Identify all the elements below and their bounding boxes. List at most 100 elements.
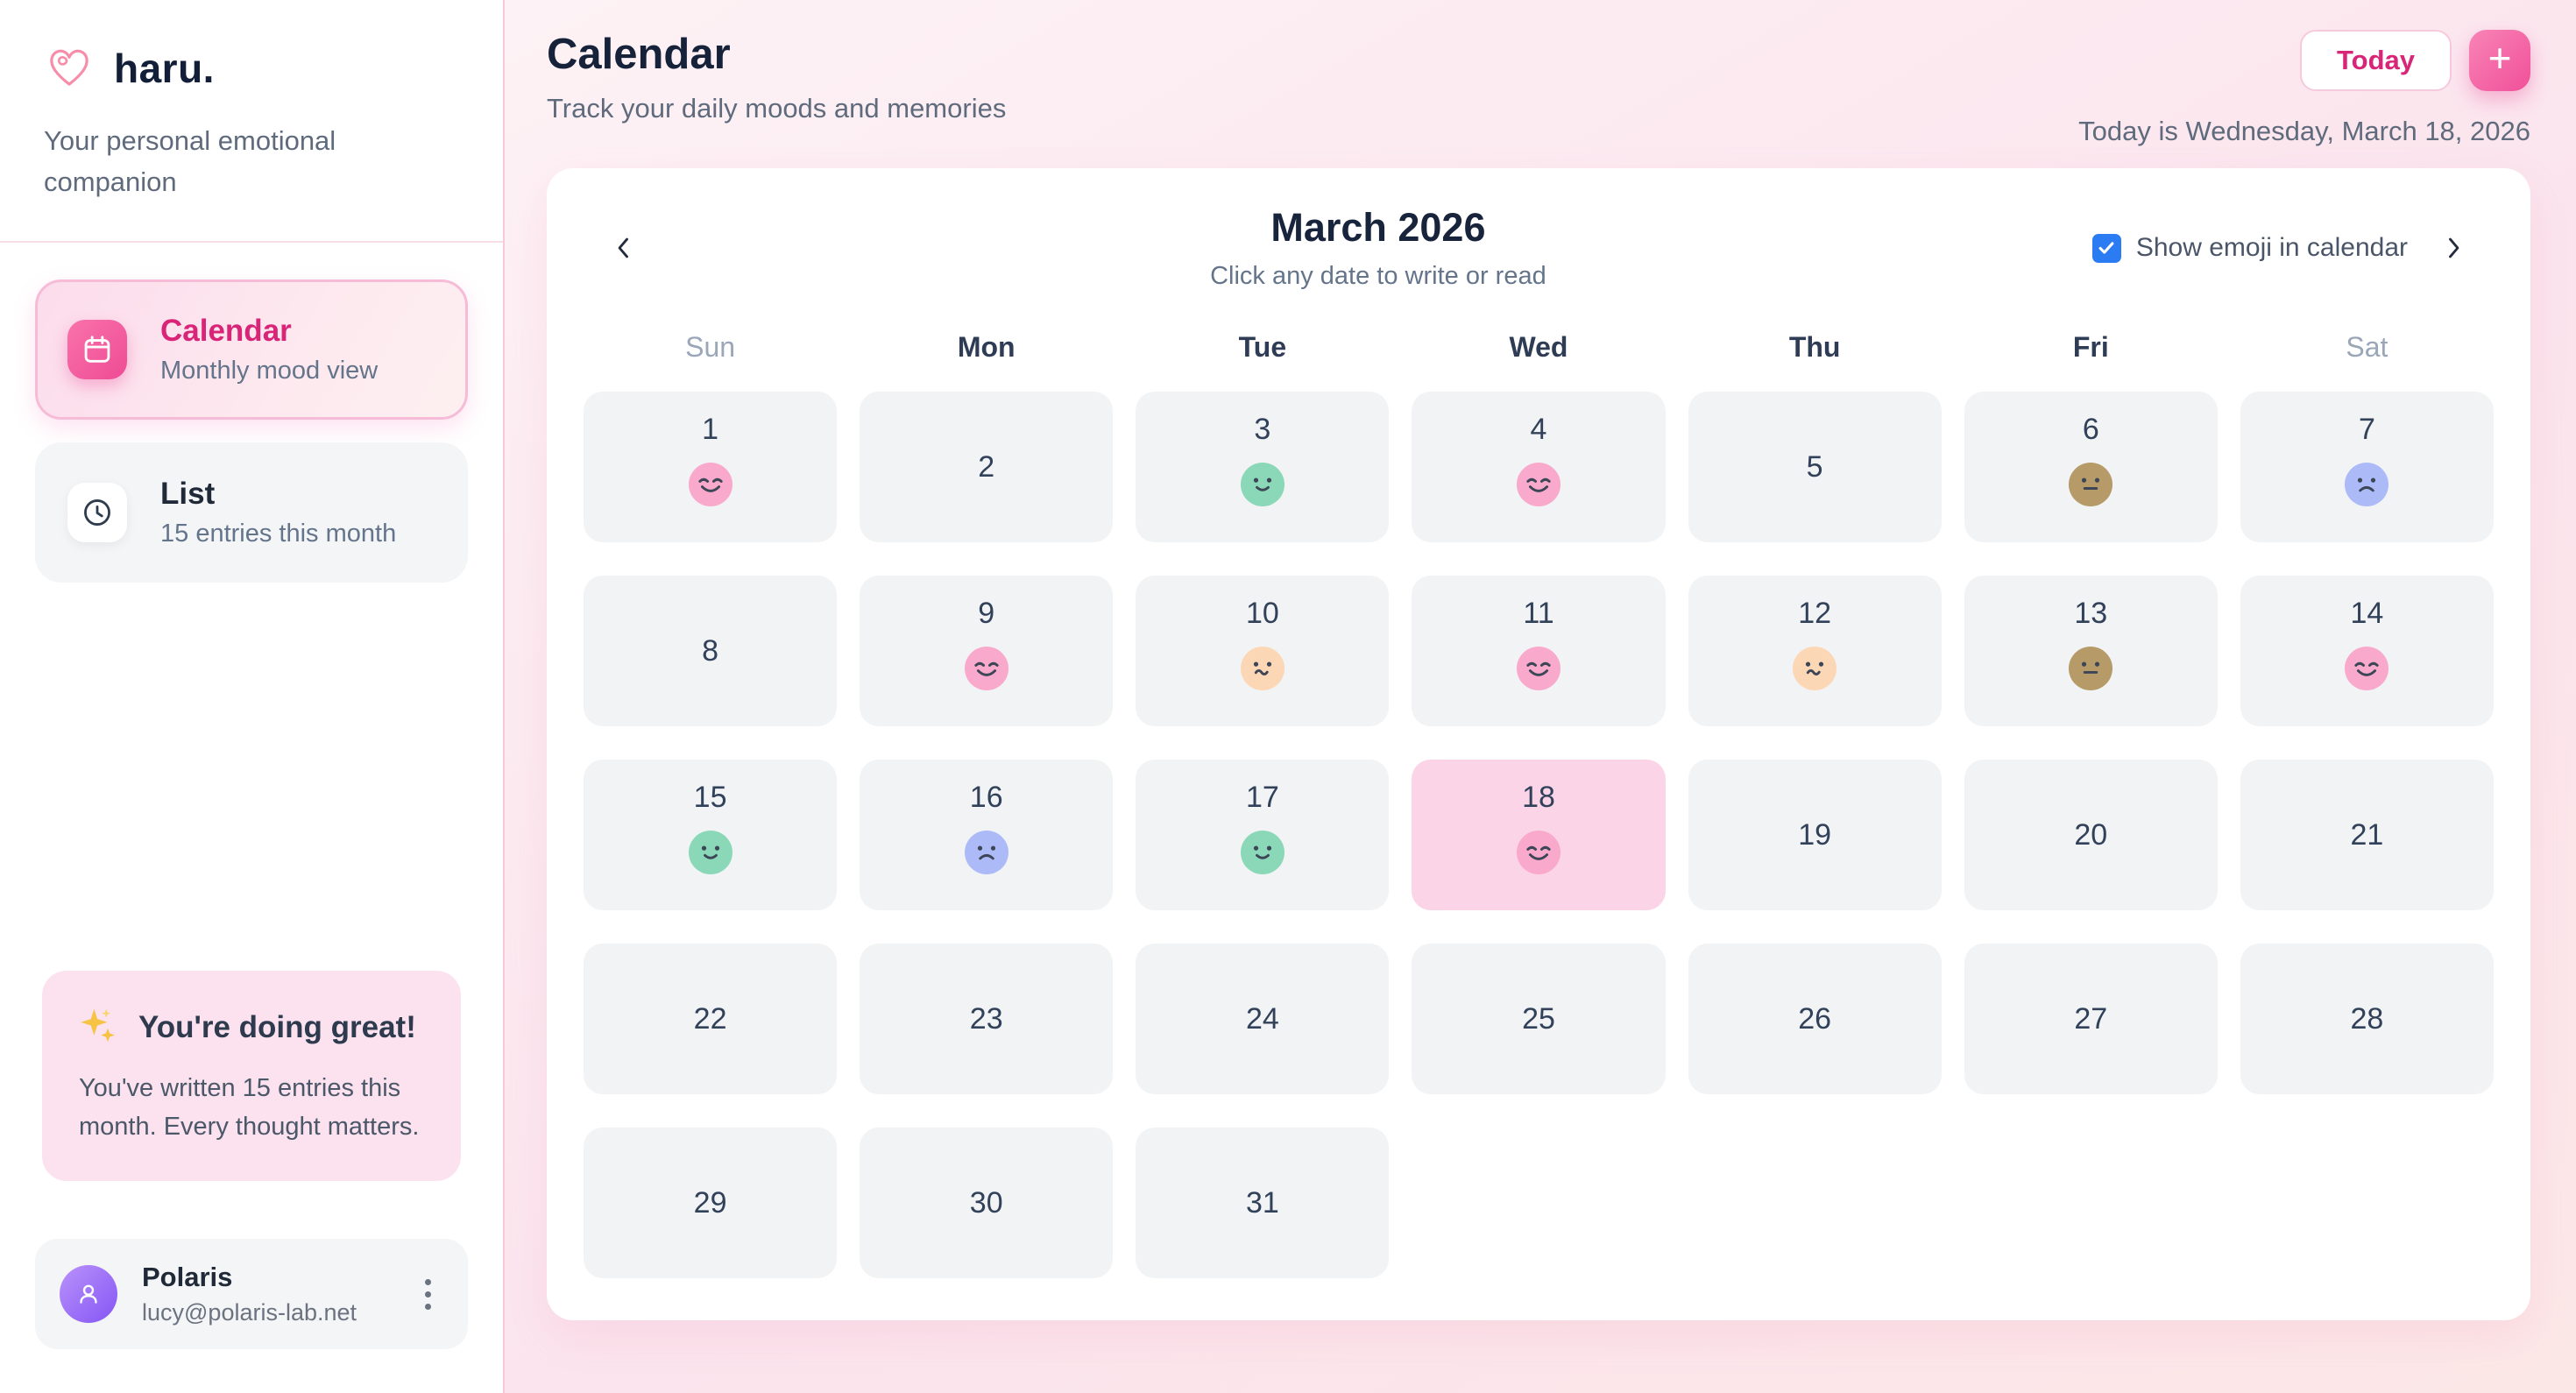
calendar-day-cell[interactable]: 1 bbox=[584, 392, 838, 542]
calendar-day-cell[interactable]: 16 bbox=[860, 760, 1114, 910]
calendar-day-cell[interactable]: 13 bbox=[1964, 576, 2218, 726]
profile-menu-button[interactable] bbox=[418, 1272, 438, 1317]
calendar-day-cell[interactable]: 30 bbox=[860, 1128, 1114, 1278]
calendar-day-cell[interactable]: 22 bbox=[584, 944, 838, 1094]
avatar bbox=[60, 1265, 117, 1323]
calendar-day-cell[interactable]: 9 bbox=[860, 576, 1114, 726]
mood-emoji-relaxed bbox=[688, 463, 732, 506]
calendar-day-cell[interactable]: 19 bbox=[1688, 760, 1942, 910]
day-number: 7 bbox=[2358, 413, 2375, 446]
app-tagline: Your personal emotional companion bbox=[44, 125, 336, 198]
day-number: 27 bbox=[2074, 1001, 2108, 1036]
user-profile[interactable]: Polaris lucy@polaris-lab.net bbox=[35, 1239, 468, 1349]
day-number: 31 bbox=[1245, 1185, 1279, 1220]
logo: haru. bbox=[35, 40, 468, 95]
weekday-label: Thu bbox=[1788, 331, 1841, 363]
prev-month-button[interactable] bbox=[599, 223, 648, 272]
calendar-day-cell[interactable]: 26 bbox=[1688, 944, 1942, 1094]
calendar-day-cell[interactable]: 2 bbox=[860, 392, 1114, 542]
day-number: 8 bbox=[702, 633, 719, 668]
mood-emoji-relaxed bbox=[1516, 463, 1560, 506]
clock-icon bbox=[67, 483, 127, 543]
day-number: 21 bbox=[2350, 817, 2384, 852]
weekday-label: Sun bbox=[685, 331, 736, 363]
sidebar: haru. Your personal emotional companion … bbox=[0, 0, 505, 1393]
mood-emoji-calm bbox=[1240, 463, 1284, 506]
mood-emoji-sad bbox=[2345, 463, 2389, 506]
day-number: 9 bbox=[978, 597, 995, 630]
show-emoji-checkbox[interactable] bbox=[2091, 233, 2121, 263]
day-number: 2 bbox=[978, 449, 995, 484]
calendar-day-cell[interactable]: 25 bbox=[1412, 944, 1666, 1094]
sidebar-divider bbox=[0, 241, 503, 244]
calendar-day-cell[interactable]: 6 bbox=[1964, 392, 2218, 542]
show-emoji-toggle[interactable]: Show emoji in calendar bbox=[2091, 233, 2408, 263]
day-number: 19 bbox=[1798, 817, 1832, 852]
calendar-day-cell[interactable]: 29 bbox=[584, 1128, 838, 1278]
next-month-button[interactable] bbox=[2429, 223, 2478, 272]
sidebar-item-list[interactable]: List 15 entries this month bbox=[35, 442, 468, 583]
calendar-day-cell[interactable]: 27 bbox=[1964, 944, 2218, 1094]
calendar-day-cell[interactable]: 4 bbox=[1412, 392, 1666, 542]
encouragement-body: You've written 15 entries this month. Ev… bbox=[79, 1074, 420, 1141]
calendar-day-cell[interactable]: 20 bbox=[1964, 760, 2218, 910]
page-title: Calendar bbox=[547, 31, 731, 78]
weekday-label: Fri bbox=[2072, 331, 2109, 363]
calendar-icon bbox=[67, 320, 127, 380]
calendar-day-cell[interactable]: 24 bbox=[1136, 944, 1390, 1094]
calendar-day-cell[interactable]: 14 bbox=[2240, 576, 2494, 726]
weekday-label: Sat bbox=[2346, 331, 2388, 363]
sidebar-item-calendar[interactable]: Calendar Monthly mood view bbox=[35, 279, 468, 421]
calendar-day-cell-today[interactable]: 18 bbox=[1412, 760, 1666, 910]
calendar-day-cell[interactable]: 5 bbox=[1688, 392, 1942, 542]
calendar-day-cell[interactable]: 8 bbox=[584, 576, 838, 726]
mood-emoji-relaxed bbox=[1516, 647, 1560, 690]
mood-emoji-neutral bbox=[2069, 463, 2113, 506]
day-number: 28 bbox=[2350, 1001, 2384, 1036]
day-number: 15 bbox=[693, 781, 727, 814]
day-number: 1 bbox=[702, 413, 719, 446]
calendar-day-cell[interactable]: 3 bbox=[1136, 392, 1390, 542]
mood-emoji-uneasy bbox=[1240, 647, 1284, 690]
encouragement-title: You're doing great! bbox=[138, 1009, 416, 1044]
user-email: lucy@polaris-lab.net bbox=[142, 1299, 357, 1326]
day-number: 26 bbox=[1798, 1001, 1832, 1036]
calendar-day-cell[interactable]: 17 bbox=[1136, 760, 1390, 910]
sidebar-item-label: Calendar bbox=[160, 314, 292, 349]
calendar-day-cell[interactable]: 7 bbox=[2240, 392, 2494, 542]
day-number: 22 bbox=[693, 1001, 727, 1036]
mood-emoji-sad bbox=[964, 831, 1008, 874]
calendar-day-cell[interactable]: 31 bbox=[1136, 1128, 1390, 1278]
user-name: Polaris bbox=[142, 1262, 233, 1292]
day-number: 24 bbox=[1245, 1001, 1279, 1036]
mood-emoji-relaxed bbox=[1516, 831, 1560, 874]
day-number: 11 bbox=[1523, 597, 1554, 630]
sidebar-nav: Calendar Monthly mood view List 15 entri… bbox=[35, 279, 468, 583]
mood-emoji-neutral bbox=[2069, 647, 2113, 690]
weekday-label: Wed bbox=[1509, 331, 1568, 363]
day-number: 4 bbox=[1530, 413, 1547, 446]
day-number: 16 bbox=[969, 781, 1003, 814]
current-date-text: Today is Wednesday, March 18, 2026 bbox=[2078, 116, 2530, 146]
weekday-header-row: Sun Mon Tue Wed Thu Fri Sat bbox=[584, 331, 2494, 364]
calendar-day-cell[interactable]: 28 bbox=[2240, 944, 2494, 1094]
day-number: 20 bbox=[2074, 817, 2108, 852]
calendar-day-cell[interactable]: 11 bbox=[1412, 576, 1666, 726]
calendar-day-cell[interactable]: 15 bbox=[584, 760, 838, 910]
encouragement-card: You're doing great! You've written 15 en… bbox=[42, 971, 461, 1181]
calendar-day-cell[interactable]: 12 bbox=[1688, 576, 1942, 726]
calendar-day-cell[interactable]: 21 bbox=[2240, 760, 2494, 910]
day-number: 23 bbox=[969, 1001, 1003, 1036]
main-area: Calendar Track your daily moods and memo… bbox=[505, 0, 2576, 1393]
day-number: 29 bbox=[693, 1185, 727, 1220]
calendar-day-cell[interactable]: 10 bbox=[1136, 576, 1390, 726]
calendar-grid: 1 2 3 4 5 6 7 8 9 10 11 12 13 14 15 16 17 18 19 20 21 22 23 24 2… bbox=[584, 392, 2494, 1278]
add-entry-button[interactable]: + bbox=[2469, 30, 2530, 91]
weekday-label: Tue bbox=[1238, 331, 1287, 363]
page-header: Calendar Track your daily moods and memo… bbox=[505, 0, 2576, 147]
sidebar-item-sublabel: 15 entries this month bbox=[160, 520, 397, 548]
calendar-day-cell[interactable]: 23 bbox=[860, 944, 1114, 1094]
day-number: 30 bbox=[969, 1185, 1003, 1220]
calendar-card-header: March 2026 Click any date to write or re… bbox=[584, 205, 2494, 291]
today-button[interactable]: Today bbox=[2300, 30, 2452, 91]
